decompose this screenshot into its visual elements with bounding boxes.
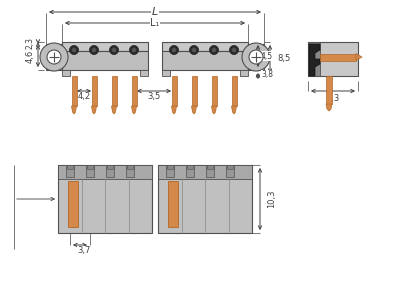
Circle shape [132, 48, 136, 52]
Circle shape [40, 43, 68, 71]
Bar [212, 76, 216, 106]
Text: 3,7: 3,7 [77, 246, 91, 256]
Bar [187, 165, 193, 169]
Bar [172, 76, 176, 106]
Bar [66, 165, 74, 177]
Bar [132, 76, 136, 106]
Bar [72, 76, 76, 106]
Text: 2,3: 2,3 [26, 37, 34, 49]
Bar [206, 165, 214, 177]
Bar [232, 76, 236, 106]
Polygon shape [356, 53, 362, 61]
Bar [326, 76, 332, 104]
Circle shape [232, 48, 236, 52]
Bar [92, 76, 96, 106]
Bar [162, 70, 170, 76]
Bar [112, 76, 116, 106]
Circle shape [92, 48, 96, 52]
Polygon shape [92, 106, 96, 114]
Text: 4,2: 4,2 [78, 93, 90, 102]
Circle shape [47, 50, 61, 64]
Circle shape [190, 46, 198, 55]
Bar [62, 51, 148, 70]
Bar [226, 165, 234, 177]
Bar [240, 70, 248, 76]
Bar [127, 165, 133, 169]
Bar [167, 165, 173, 169]
Circle shape [192, 48, 196, 52]
Bar [126, 165, 134, 177]
Text: 3,5: 3,5 [147, 93, 161, 102]
Circle shape [242, 43, 270, 71]
Text: L: L [152, 7, 158, 17]
Polygon shape [326, 104, 332, 111]
Polygon shape [192, 106, 196, 114]
Text: 4,5: 4,5 [261, 52, 273, 61]
Polygon shape [72, 106, 76, 114]
Polygon shape [172, 106, 176, 114]
Bar [68, 181, 78, 227]
Text: 8,5: 8,5 [277, 55, 291, 63]
Bar [107, 165, 113, 169]
Circle shape [172, 48, 176, 52]
Polygon shape [309, 44, 320, 76]
Text: L₁: L₁ [150, 18, 160, 28]
Bar [86, 165, 94, 177]
Circle shape [70, 46, 78, 55]
Bar [248, 44, 264, 70]
Text: 4,6: 4,6 [26, 49, 34, 63]
Circle shape [210, 46, 218, 55]
Circle shape [230, 46, 238, 55]
Bar [207, 165, 213, 169]
Polygon shape [232, 106, 236, 114]
Circle shape [90, 46, 98, 55]
Text: 10,3: 10,3 [268, 190, 276, 208]
Bar [58, 165, 152, 179]
Circle shape [112, 48, 116, 52]
Bar [227, 165, 233, 169]
Bar [168, 181, 178, 227]
Bar [67, 165, 73, 169]
Bar [106, 165, 114, 177]
Circle shape [110, 46, 118, 55]
Bar [320, 53, 356, 61]
Bar [87, 165, 93, 169]
Bar [62, 70, 70, 76]
Circle shape [249, 50, 263, 64]
Circle shape [72, 48, 76, 52]
Bar [162, 42, 248, 51]
Text: 9,3: 9,3 [326, 93, 340, 102]
Bar [192, 76, 196, 106]
Bar [186, 165, 194, 177]
Bar [62, 42, 148, 51]
Bar [162, 51, 248, 70]
Bar [58, 165, 152, 233]
Bar [140, 70, 148, 76]
Polygon shape [212, 106, 216, 114]
Bar [308, 42, 320, 76]
Bar [46, 44, 62, 70]
Polygon shape [112, 106, 116, 114]
Circle shape [170, 46, 178, 55]
Circle shape [212, 48, 216, 52]
Bar [308, 42, 358, 76]
Bar [158, 165, 252, 179]
Bar [158, 165, 252, 233]
Bar [166, 165, 174, 177]
Circle shape [130, 46, 138, 55]
Text: 3,8: 3,8 [261, 70, 273, 80]
Polygon shape [132, 106, 136, 114]
